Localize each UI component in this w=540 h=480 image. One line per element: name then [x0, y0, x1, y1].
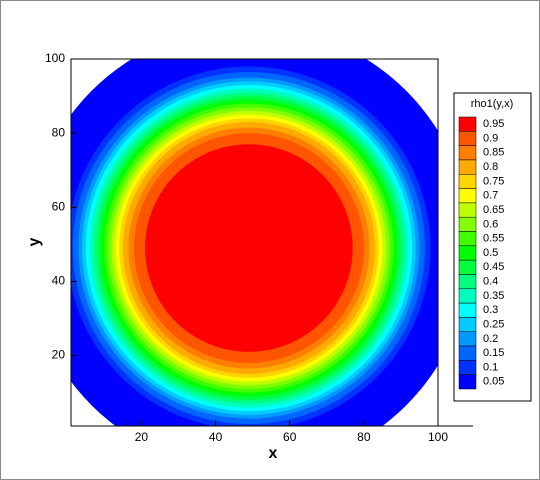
y-tick-label: 80 — [52, 125, 66, 139]
x-axis-title: x — [269, 445, 278, 462]
legend-swatch — [458, 317, 477, 332]
legend-label: 0.25 — [483, 318, 504, 330]
legend-swatch — [458, 202, 477, 218]
legend: rho1(y,x) 0.95 0.9 0.85 0.8 0.75 0.7 0.65 0.6 0.… — [453, 92, 532, 402]
x-tick-label: 80 — [357, 430, 371, 444]
contour-field — [71, 59, 438, 426]
legend-label: 0.15 — [483, 347, 504, 359]
legend-label: 0.7 — [483, 190, 498, 202]
legend-label: 0.65 — [483, 204, 504, 216]
legend-swatch — [458, 188, 477, 204]
legend-title: rho1(y,x) — [471, 98, 514, 110]
y-tick-label: 40 — [52, 274, 66, 288]
legend-label: 0.05 — [483, 376, 504, 388]
legend-swatch — [458, 145, 477, 161]
y-tick-label: 20 — [52, 348, 66, 362]
y-tick-label: 100 — [45, 51, 65, 65]
legend-swatch — [458, 159, 477, 175]
x-tick-label: 40 — [209, 430, 223, 444]
legend-label: 0.75 — [483, 175, 504, 187]
legend-label: 0.1 — [483, 361, 498, 373]
legend-swatch — [458, 174, 477, 189]
legend-label: 0.85 — [483, 147, 504, 159]
y-tick-label: 60 — [52, 199, 66, 213]
legend-label: 0.35 — [483, 290, 504, 302]
legend-swatch — [458, 116, 477, 132]
legend-swatch — [458, 288, 477, 304]
legend-label: 0.3 — [483, 304, 498, 316]
legend-label: 0.6 — [483, 218, 498, 230]
legend-label: 0.2 — [483, 333, 498, 345]
x-tick-label: 100 — [428, 430, 448, 444]
legend-label: 0.9 — [483, 132, 498, 144]
legend-label: 0.45 — [483, 261, 504, 273]
legend-swatch — [458, 259, 477, 275]
legend-swatch — [458, 360, 477, 375]
contour-band — [145, 144, 353, 352]
legend-label: 0.4 — [483, 276, 498, 288]
legend-swatch — [458, 302, 477, 318]
legend-swatch — [458, 131, 477, 146]
legend-swatch — [458, 274, 477, 290]
y-axis-title: y — [26, 237, 43, 246]
legend-label: 0.8 — [483, 161, 498, 173]
legend-swatch — [458, 345, 477, 361]
legend-swatch — [458, 216, 477, 232]
legend-label: 0.95 — [483, 118, 504, 130]
x-tick-label: 20 — [135, 430, 149, 444]
legend-label: 0.55 — [483, 233, 504, 245]
x-tick-label: 60 — [283, 430, 297, 444]
legend-swatch — [458, 374, 477, 390]
legend-label: 0.5 — [483, 247, 498, 259]
legend-swatch — [458, 231, 477, 247]
legend-swatch — [458, 331, 477, 347]
legend-swatch — [458, 245, 477, 261]
